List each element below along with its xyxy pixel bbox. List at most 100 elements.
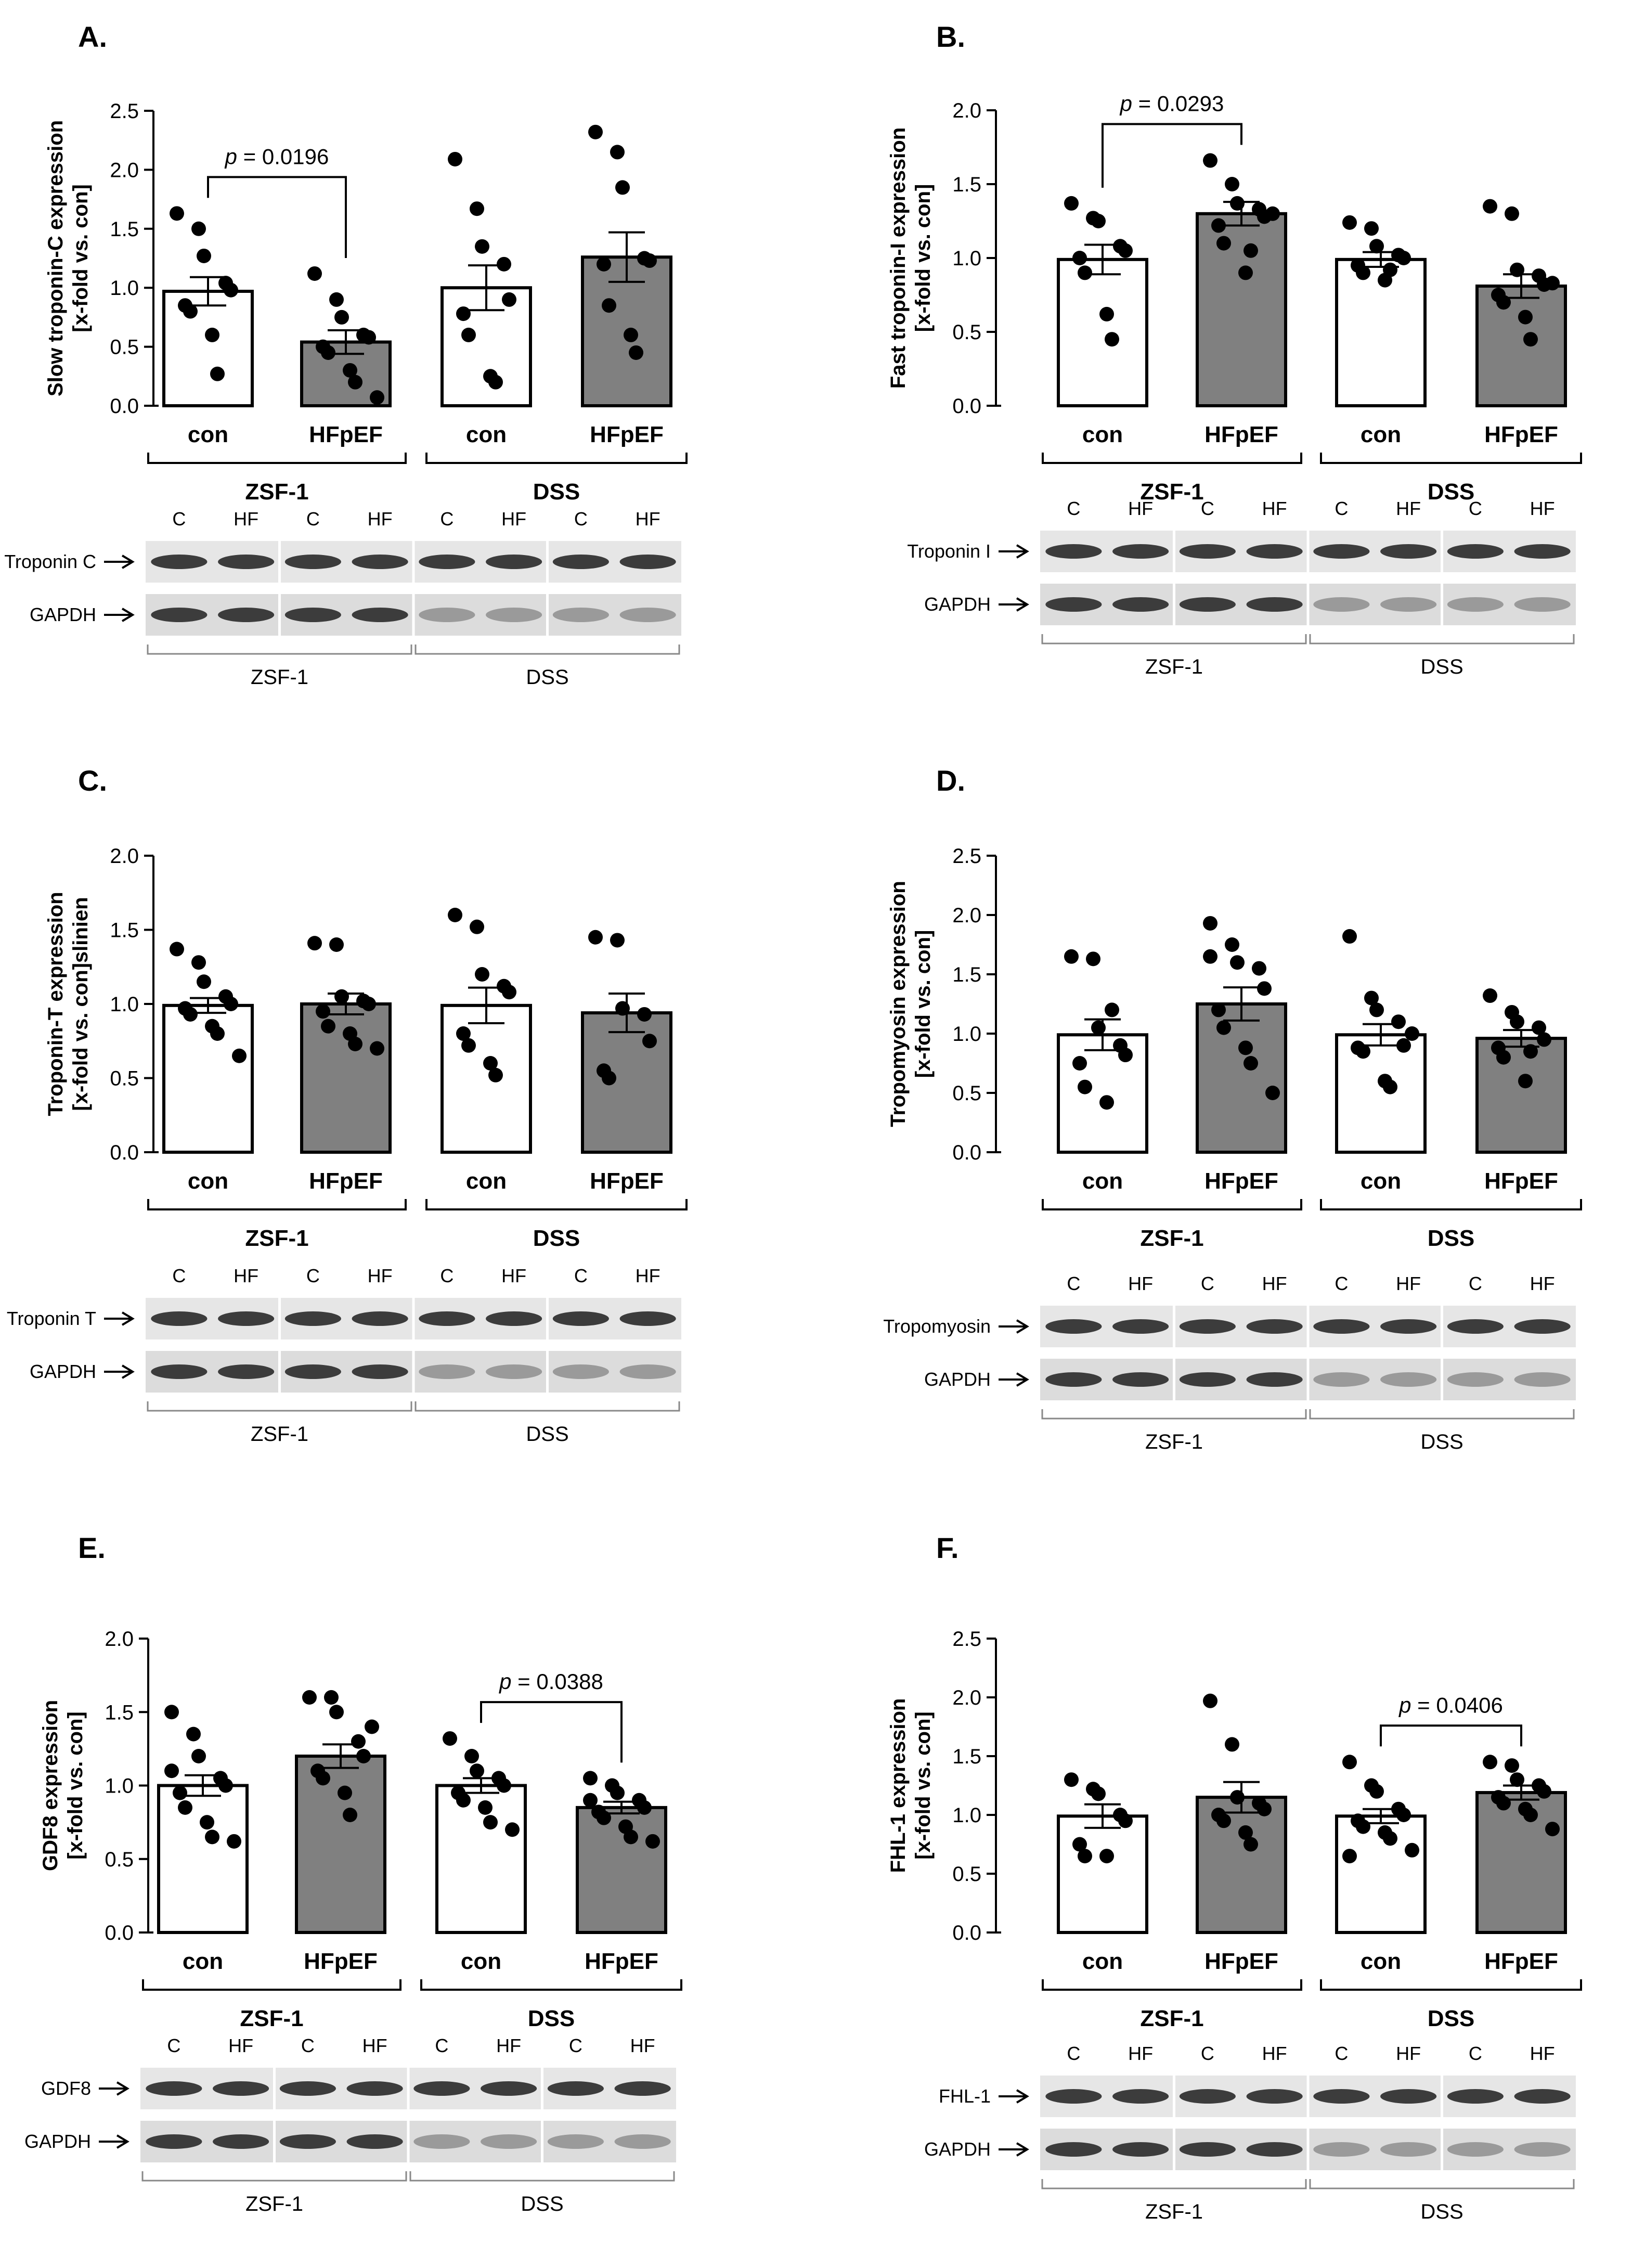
arrow-icon: [999, 1372, 1029, 1387]
y-axis-label: Fast troponin-I expression [x-fold vs. co…: [887, 127, 935, 389]
data-point: [370, 1041, 384, 1056]
blot-lane-label: HF: [234, 508, 258, 530]
data-point: [1496, 295, 1511, 310]
group-label: ZSF-1: [1140, 1226, 1203, 1251]
p-value: = 0.0388: [512, 1669, 603, 1694]
data-point: [321, 345, 335, 360]
blot-group-bracket: [1309, 2179, 1575, 2189]
data-point: [1483, 988, 1497, 1003]
x-category-label: con: [188, 422, 228, 447]
blot-band: [218, 555, 275, 569]
data-point: [1356, 1044, 1370, 1059]
blot-band: [1447, 2142, 1504, 2157]
x-category-label: HFpEF: [1484, 422, 1558, 447]
bar-hfpef: [1196, 1796, 1287, 1935]
y-tick-label: 0.5: [952, 321, 981, 344]
bar-con: [1057, 1814, 1148, 1935]
blot-band: [1246, 1319, 1303, 1334]
y-tick-label: 1.0: [110, 993, 139, 1016]
blot-band: [284, 555, 341, 569]
data-point: [1483, 1755, 1497, 1770]
blot-band: [419, 555, 475, 569]
data-point: [461, 1038, 476, 1053]
data-point: [475, 967, 489, 982]
data-point: [1257, 1801, 1272, 1816]
data-point: [505, 1822, 520, 1837]
data-point: [1369, 1002, 1384, 1017]
y-tick-label: 0.0: [110, 1141, 139, 1164]
y-tick-label: 1.5: [110, 218, 139, 241]
data-point: [1225, 937, 1239, 952]
blot-lane-label: C: [1335, 2043, 1348, 2064]
bar-con: [1057, 257, 1148, 407]
blot-lane-label: C: [1067, 1273, 1080, 1294]
blot-band: [619, 608, 676, 622]
data-point: [443, 1731, 457, 1746]
blot-lane-label: HF: [501, 508, 526, 530]
data-point: [210, 366, 225, 381]
data-point: [448, 908, 462, 922]
blot-band: [1380, 544, 1437, 559]
blot-group-bracket: [1041, 634, 1307, 645]
blot-group-bracket: [1041, 1409, 1307, 1420]
data-point: [334, 310, 349, 325]
blot-band: [1246, 544, 1303, 559]
y-axis-label: FHL-1 expression [x-fold vs. con]: [887, 1698, 935, 1873]
data-point: [1105, 332, 1119, 347]
data-point: [478, 1800, 493, 1815]
data-point: [1091, 1786, 1106, 1801]
group-bracket: [1320, 1199, 1582, 1210]
x-category-label: HFpEF: [585, 1949, 658, 1974]
panel-f: F. 0.0 0.5 1.0 1.5 2.0 2.5 FHL-1 expression [x-f…: [887, 1531, 1582, 2223]
data-point: [227, 1834, 241, 1849]
data-point: [1510, 1772, 1524, 1787]
blot-band: [213, 2081, 269, 2096]
x-category-label: HFpEF: [1484, 1949, 1558, 1974]
blot-lane-label: HF: [1128, 1273, 1153, 1294]
panel-label: D.: [936, 764, 965, 797]
blot-lane-label: HF: [1530, 2043, 1555, 2064]
panel-c: C. 0.0 0.5 1.0 1.5 2.0 Troponin-T expression [x…: [7, 764, 688, 1446]
blot-band: [279, 2081, 336, 2096]
blot-band: [1313, 2089, 1370, 2104]
y-axis-label: GDF8 expression [x-fold vs. con]: [39, 1700, 87, 1871]
data-point: [502, 292, 516, 307]
blot-row-label: Tropomyosin: [883, 1316, 991, 1337]
data-point: [1216, 1813, 1231, 1828]
x-category-label: con: [466, 1168, 507, 1194]
blot-row-label: GAPDH: [924, 1369, 991, 1390]
y-tick-label: 2.5: [110, 100, 139, 123]
blot-band: [1112, 597, 1169, 612]
blot-lane-label: C: [435, 2035, 448, 2056]
data-point: [1203, 153, 1217, 168]
data-point: [1118, 1048, 1133, 1063]
data-point: [1211, 218, 1226, 233]
group-label: DSS: [533, 479, 580, 505]
data-point: [1072, 1056, 1087, 1071]
data-point: [1396, 1808, 1411, 1822]
data-point: [470, 1763, 484, 1779]
data-point: [1118, 243, 1133, 258]
y-tick-label: 0.0: [105, 1922, 134, 1944]
data-point: [488, 1067, 503, 1083]
data-point: [1238, 265, 1253, 280]
blot-band: [552, 608, 609, 622]
blot-group-label: ZSF-1: [1145, 2200, 1203, 2223]
blot-lane-label: HF: [1530, 498, 1555, 519]
bar-con: [162, 290, 254, 408]
panel-label: C.: [78, 764, 107, 797]
data-point: [1342, 1755, 1357, 1770]
blot-band: [1179, 1372, 1236, 1387]
blot-band: [279, 2134, 336, 2149]
y-tick-label: 0.0: [110, 395, 139, 418]
blot-lane-label: HF: [630, 2035, 655, 2056]
data-point: [1244, 1837, 1258, 1852]
group-label: ZSF-1: [1140, 2006, 1203, 2031]
blot-row-label: GAPDH: [924, 2138, 991, 2160]
blot-band: [619, 1311, 676, 1326]
blot-group-label: DSS: [1420, 1431, 1463, 1453]
arrow-icon: [104, 1364, 135, 1379]
blot-lane-label: C: [1201, 1273, 1214, 1294]
blot-row-label: GAPDH: [24, 2131, 91, 2152]
data-point: [1244, 243, 1258, 258]
